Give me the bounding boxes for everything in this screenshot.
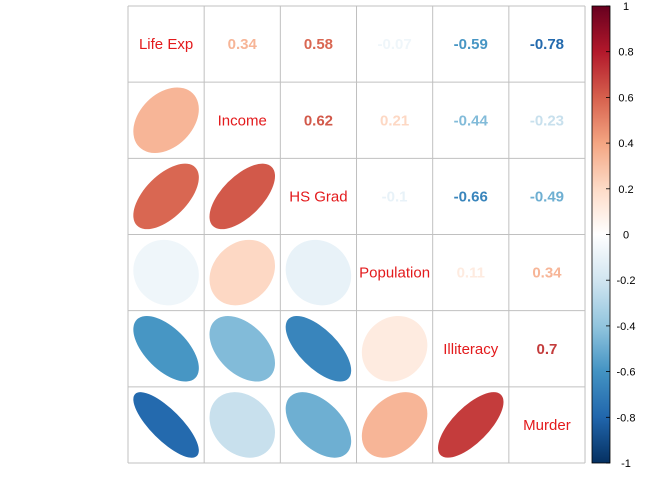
correlation-ellipse	[361, 316, 428, 382]
variable-label: Illiteracy	[443, 341, 499, 358]
coefficient-label: 0.58	[304, 36, 333, 53]
matrix-cells: Life Exp 0.34 0.58 -0.07 -0.59 -0.78 Income 0.6…	[133, 36, 571, 458]
variable-label: Murder	[523, 417, 571, 434]
variable-label: Population	[359, 265, 430, 282]
coefficient-label: 0.62	[304, 112, 333, 129]
matrix-grid	[127, 5, 586, 464]
colorbar-tick-label: 0	[623, 230, 629, 242]
variable-label: Income	[218, 112, 267, 129]
correlation-ellipse	[209, 392, 276, 458]
colorbar-tick-label: -0.4	[617, 321, 636, 333]
correlation-ellipse	[209, 316, 276, 382]
variable-label: Life Exp	[139, 36, 193, 53]
colorbar-tick-label: 0.8	[618, 47, 633, 59]
correlation-ellipse	[209, 239, 276, 306]
correlation-ellipse	[133, 163, 199, 230]
variable-label: HS Grad	[289, 188, 347, 205]
correlation-ellipse	[361, 392, 428, 458]
colorbar-tick-label: -1	[621, 458, 631, 470]
correlation-ellipse	[133, 87, 199, 154]
colorbar-tick-label: 0.4	[618, 138, 633, 150]
coefficient-label: -0.1	[382, 188, 408, 205]
correlation-ellipse	[133, 316, 199, 382]
coefficient-label: -0.07	[377, 36, 411, 53]
coefficient-label: 0.34	[228, 36, 258, 53]
correlation-ellipse	[285, 392, 352, 458]
correlation-ellipse	[285, 316, 352, 382]
colorbar-tick-label: -0.2	[617, 275, 636, 287]
colorbar-tick-label: 0.6	[618, 92, 633, 104]
color-legend: 1 0.8 0.6 0.4 0.2 0 -0.2 -0.4 -0.6 -0.8 -1	[591, 1, 636, 470]
correlation-ellipse	[285, 239, 352, 306]
coefficient-label: 0.7	[537, 341, 558, 358]
coefficient-label: 0.34	[532, 265, 562, 282]
coefficient-label: -0.23	[530, 112, 564, 129]
coefficient-label: -0.66	[454, 188, 488, 205]
colorbar-tick-label: -0.6	[617, 367, 636, 379]
colorbar-tick-label: 0.2	[618, 184, 633, 196]
coefficient-label: -0.49	[530, 188, 564, 205]
coefficient-label: -0.59	[454, 36, 488, 53]
correlation-ellipse	[133, 392, 199, 458]
coefficient-label: 0.11	[457, 265, 485, 282]
correlation-ellipse	[133, 239, 199, 306]
coefficient-label: -0.78	[530, 36, 564, 53]
coefficient-label: 0.21	[380, 112, 409, 129]
colorbar-tick-label: 1	[623, 1, 629, 13]
coefficient-label: -0.44	[454, 112, 489, 129]
colorbar-tick-label: -0.8	[617, 412, 636, 424]
correlation-ellipse	[209, 163, 276, 230]
correlation-ellipse	[438, 392, 504, 458]
